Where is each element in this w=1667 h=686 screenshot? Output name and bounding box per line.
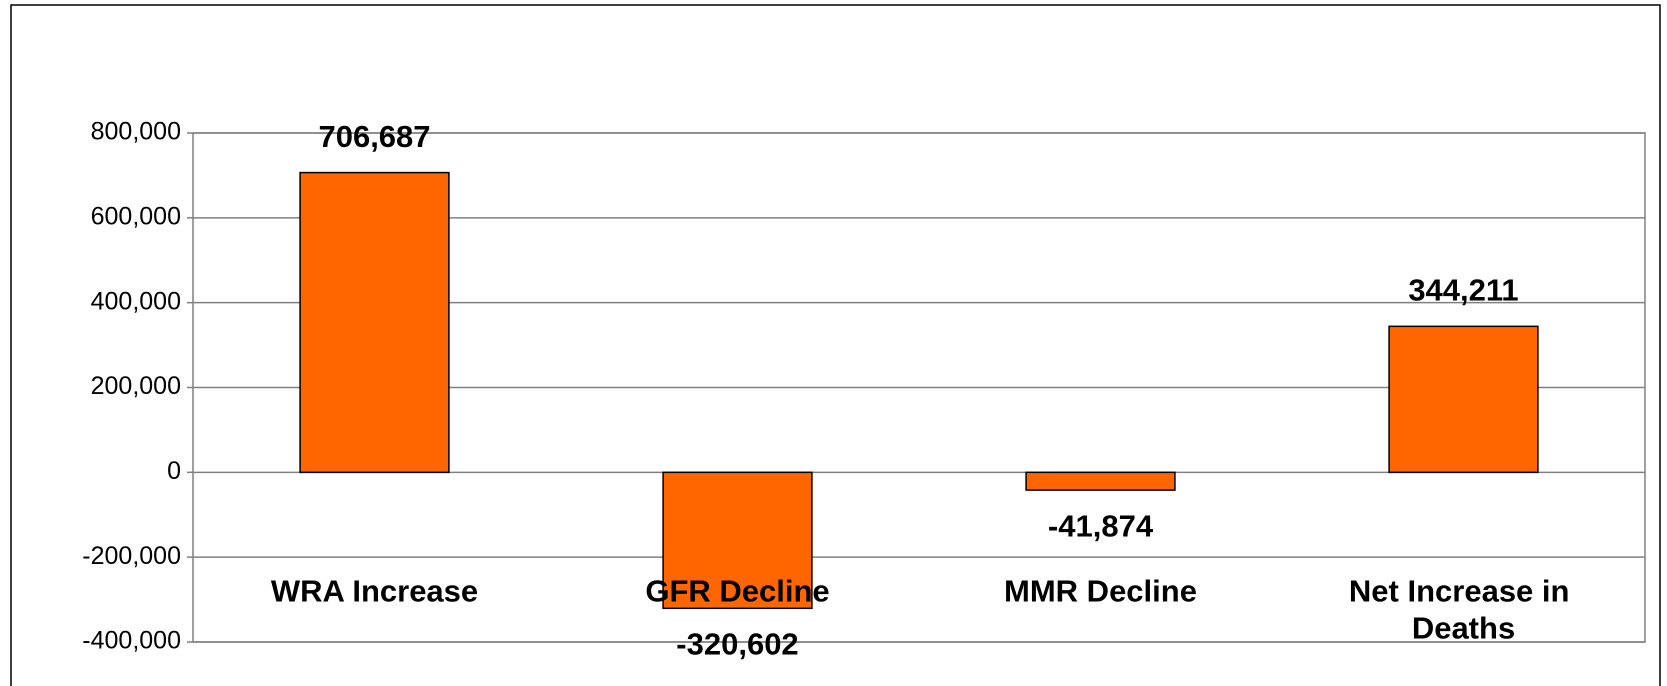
y-tick-label: 400,000 (91, 287, 181, 315)
y-tick-label: 600,000 (91, 202, 181, 230)
y-tick-label: 200,000 (91, 372, 181, 400)
data-label: 706,687 (318, 119, 430, 154)
bar (1388, 325, 1539, 474)
y-tick-label: -200,000 (82, 542, 181, 570)
y-tick-label: -400,000 (82, 627, 181, 655)
bar (1025, 471, 1176, 491)
x-tick-label: WRA Increase (271, 574, 478, 609)
chart-border (10, 4, 1661, 686)
y-tick-label: 800,000 (91, 118, 181, 146)
bar (299, 171, 450, 474)
x-tick-label: MMR Decline (1004, 574, 1197, 609)
data-label: 344,211 (1408, 273, 1518, 308)
x-tick-label: GFR Decline (645, 574, 829, 609)
bar (662, 471, 813, 610)
data-label: -41,874 (1048, 508, 1154, 543)
data-label: -320,602 (676, 627, 798, 662)
x-tick-label: Net Increase in Deaths (1349, 574, 1578, 646)
y-tick-label: 0 (167, 457, 181, 485)
